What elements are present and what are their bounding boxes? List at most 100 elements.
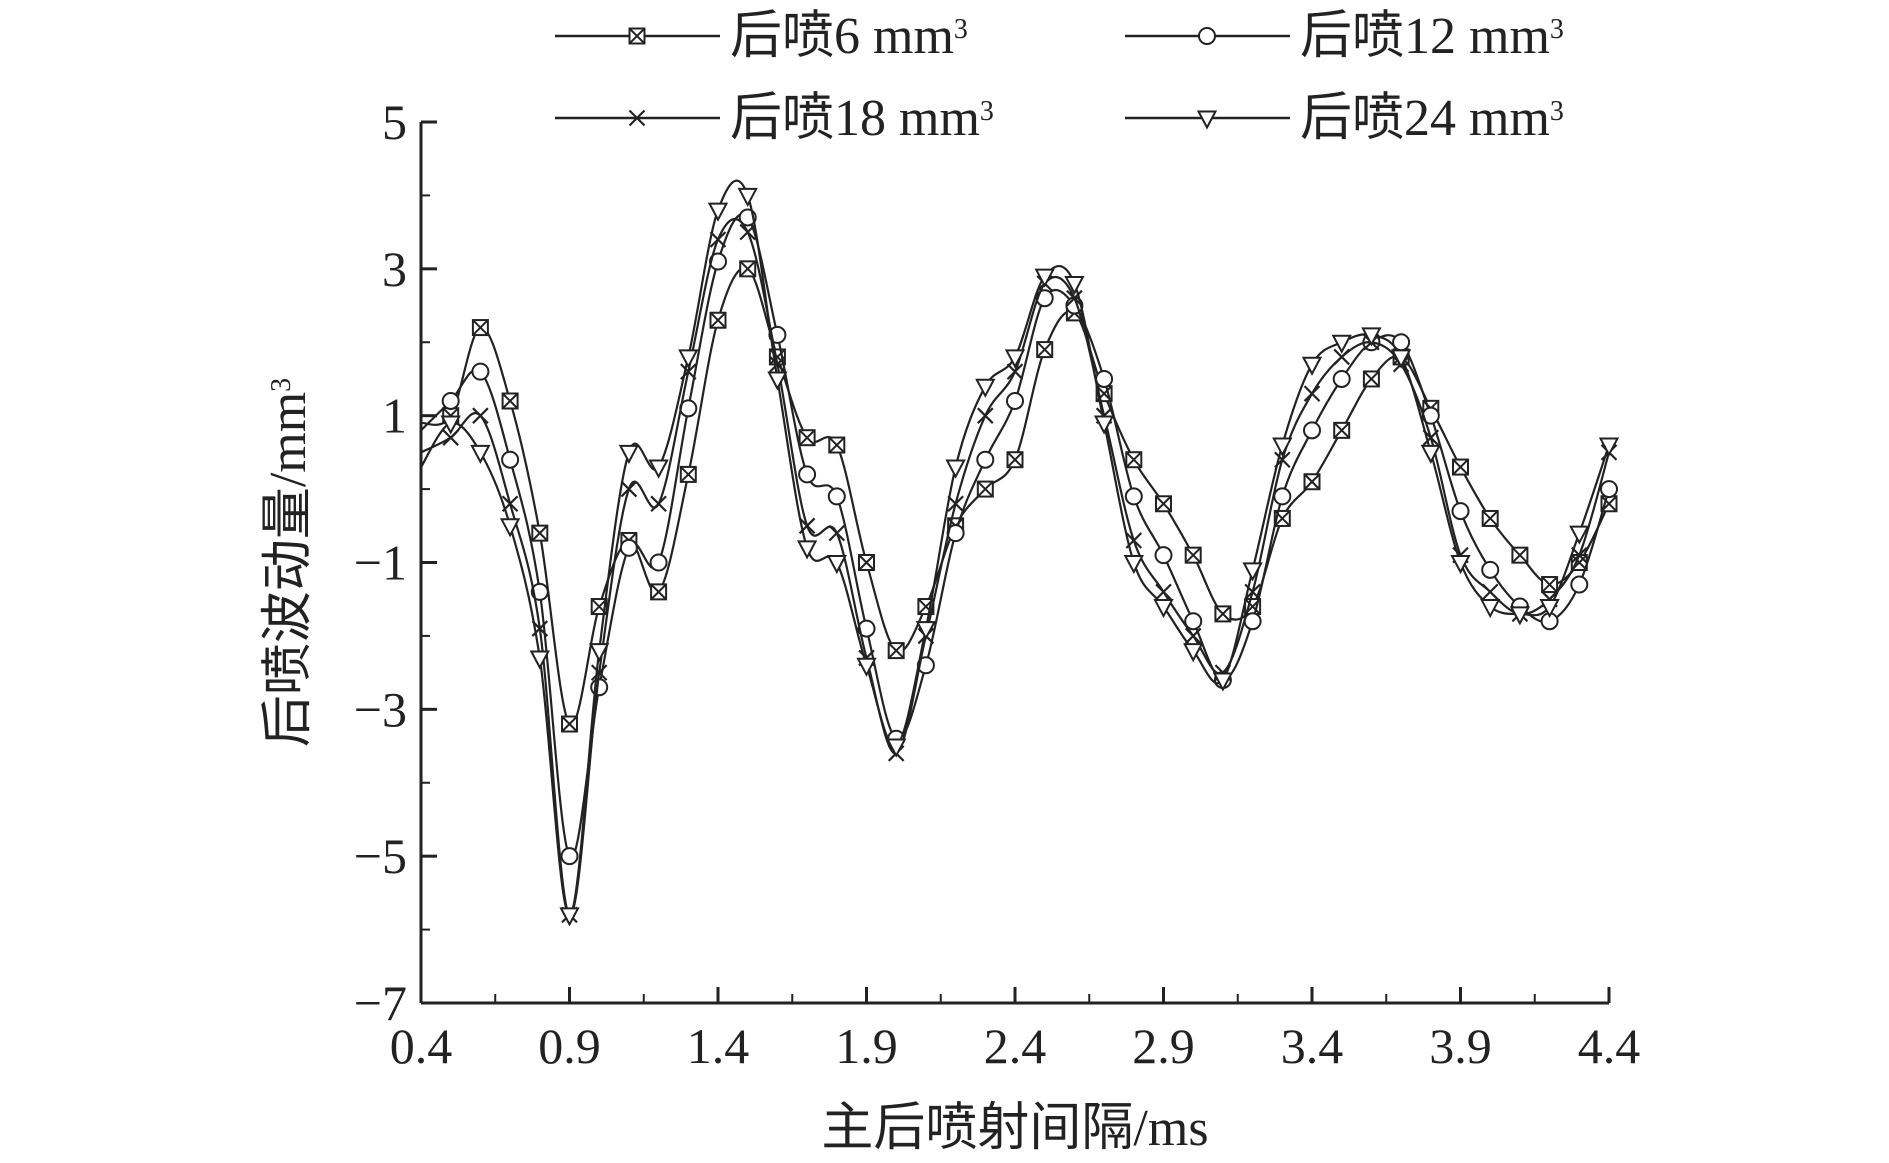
data-point bbox=[856, 657, 877, 677]
data-point bbox=[1333, 348, 1350, 366]
data-point bbox=[737, 187, 758, 208]
data-point bbox=[796, 540, 818, 560]
data-point bbox=[1362, 370, 1380, 388]
legend-entry-2: 后喷12 mm3 bbox=[1125, 8, 1564, 65]
data-point bbox=[1184, 612, 1203, 631]
data-point bbox=[1125, 451, 1143, 469]
legend-marker bbox=[628, 109, 646, 127]
data-point bbox=[1331, 334, 1352, 354]
data-point bbox=[679, 465, 697, 483]
data-point bbox=[828, 524, 846, 542]
data-point bbox=[858, 554, 875, 571]
data-point bbox=[1452, 458, 1469, 476]
legend-marker bbox=[1198, 27, 1216, 45]
data-point bbox=[1361, 327, 1382, 347]
legend-label: 后喷24 mm3 bbox=[1300, 90, 1564, 147]
data-point bbox=[1123, 555, 1144, 575]
data-point bbox=[470, 444, 491, 465]
data-point bbox=[1242, 562, 1263, 582]
data-point bbox=[739, 260, 757, 278]
data-point bbox=[976, 480, 994, 498]
data-point bbox=[1184, 627, 1202, 645]
ticks: 0.4 0.9 1.4 1.9 2.4 2.9 3.4 3.9 4.4 5 3 1 −1 −3 −5 −7 bbox=[354, 94, 1640, 1074]
data-point bbox=[471, 362, 490, 381]
data-point bbox=[561, 715, 578, 733]
data-point bbox=[499, 518, 521, 538]
data-point bbox=[589, 643, 610, 663]
data-point bbox=[1155, 583, 1172, 601]
data-point bbox=[1301, 356, 1323, 376]
data-point bbox=[441, 391, 460, 410]
data-point bbox=[798, 429, 816, 447]
x-tick-label: 3.4 bbox=[1281, 1018, 1344, 1074]
data-point bbox=[1184, 546, 1202, 564]
series-2 bbox=[420, 208, 1618, 866]
legend-entry-1: 后喷6 mm3 bbox=[555, 8, 968, 65]
data-point bbox=[1450, 555, 1471, 575]
data-point bbox=[1511, 546, 1529, 564]
y-tick-label: −5 bbox=[354, 828, 407, 884]
data-point bbox=[709, 252, 727, 271]
data-point bbox=[620, 480, 638, 498]
data-point bbox=[1095, 369, 1114, 388]
legend-entry-4: 后喷24 mm3 bbox=[1125, 90, 1564, 147]
legend-marker bbox=[628, 27, 646, 45]
data-point bbox=[1212, 672, 1234, 692]
data-point bbox=[798, 465, 817, 484]
data-point bbox=[828, 436, 846, 454]
y-tick-label: −7 bbox=[354, 975, 407, 1031]
data-point bbox=[1153, 599, 1174, 619]
data-point bbox=[649, 553, 668, 572]
data-point bbox=[648, 459, 669, 479]
data-point bbox=[707, 202, 729, 222]
data-point bbox=[1481, 560, 1500, 579]
series-line bbox=[420, 218, 1611, 917]
data-point bbox=[1390, 349, 1412, 369]
data-point bbox=[1303, 473, 1321, 491]
y-tick-label: −1 bbox=[354, 535, 407, 591]
plot-series bbox=[420, 179, 1620, 927]
data-point bbox=[529, 650, 550, 670]
data-point bbox=[1332, 369, 1351, 388]
y-tick-label: 3 bbox=[382, 241, 407, 297]
data-point bbox=[1214, 605, 1232, 623]
data-point bbox=[1272, 437, 1293, 457]
data-point bbox=[1093, 415, 1115, 435]
y-axis-title-main: 后喷波动量/mm bbox=[260, 392, 317, 747]
x-tick-label: 0.4 bbox=[390, 1018, 453, 1074]
data-point bbox=[442, 429, 459, 446]
data-point bbox=[1303, 385, 1321, 402]
data-point bbox=[618, 444, 640, 465]
data-point bbox=[767, 371, 788, 391]
series-line bbox=[420, 179, 1611, 917]
data-point bbox=[472, 407, 489, 424]
x-tick-label: 1.9 bbox=[835, 1018, 898, 1074]
data-point bbox=[709, 311, 727, 329]
data-point bbox=[1333, 421, 1351, 439]
data-point bbox=[1598, 437, 1620, 457]
y-tick-label: 5 bbox=[382, 94, 407, 150]
data-point bbox=[1004, 349, 1026, 369]
x-axis-title: 主后喷射间隔/ms bbox=[821, 1100, 1208, 1157]
data-point bbox=[857, 619, 876, 638]
data-point bbox=[1570, 575, 1589, 594]
data-point bbox=[1451, 502, 1470, 521]
x-tick-label: 1.4 bbox=[687, 1018, 750, 1074]
data-point bbox=[1480, 599, 1501, 619]
x-tick-label: 2.9 bbox=[1132, 1018, 1195, 1074]
data-point bbox=[769, 355, 786, 373]
data-point bbox=[1539, 599, 1560, 619]
data-point bbox=[1034, 268, 1055, 288]
data-point bbox=[471, 319, 489, 337]
x-tick-label: 3.9 bbox=[1429, 1018, 1492, 1074]
data-point bbox=[827, 487, 846, 506]
data-point bbox=[650, 583, 668, 601]
legend-marker bbox=[1196, 110, 1218, 130]
data-point bbox=[709, 231, 727, 248]
data-point bbox=[915, 621, 937, 641]
y-axis-title: 后喷波动量/mm3 bbox=[260, 378, 317, 747]
data-point bbox=[976, 450, 995, 469]
data-point bbox=[1006, 363, 1024, 380]
data-point bbox=[560, 847, 579, 866]
